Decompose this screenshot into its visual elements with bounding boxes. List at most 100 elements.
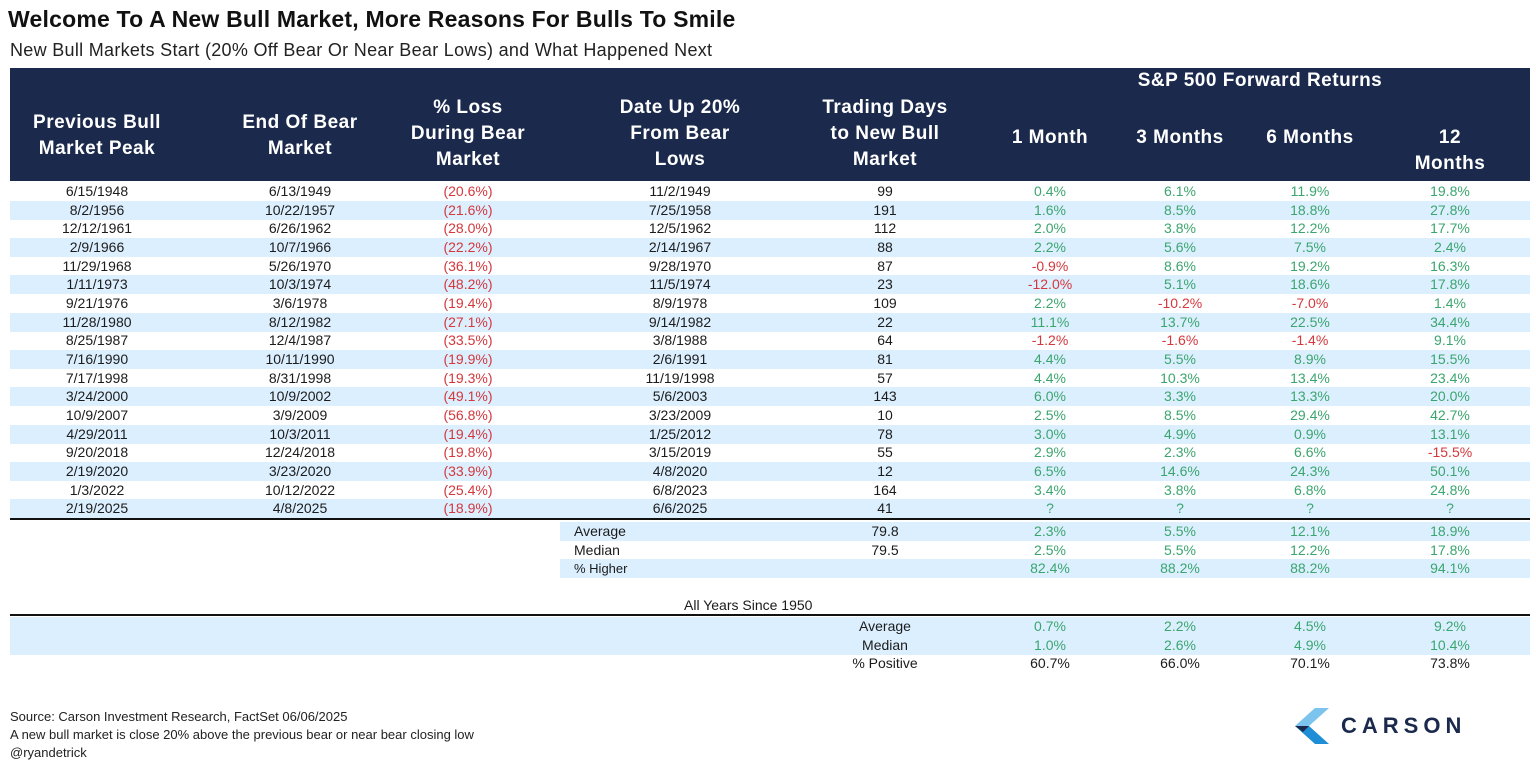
table-cell: 109 — [873, 295, 897, 312]
table-row: 9/20/2018 12/24/2018 (19.8%) 3/15/2019 55 2.9… — [10, 443, 1530, 462]
table-cell: 6/26/1962 — [268, 220, 332, 237]
carson-chevron-icon — [1295, 708, 1329, 744]
column-header: 3 Months — [1136, 127, 1224, 148]
table-cell: 2.0% — [1034, 220, 1066, 237]
table-cell: 1.6% — [1034, 201, 1066, 218]
table-cell: 87 — [877, 257, 893, 274]
all-years-label: % Positive — [852, 655, 918, 672]
all-years-value: 9.2% — [1434, 618, 1466, 634]
table-cell: 7/17/1998 — [65, 369, 129, 386]
table-cell: 50.1% — [1430, 463, 1470, 480]
summary-value: 5.5% — [1164, 523, 1196, 539]
table-row: 1/3/2022 10/12/2022 (25.4%) 6/8/2023 164 3.4%… — [10, 481, 1530, 500]
summary-row: % Positive 60.7% 66.0% 70.1% 73.8% — [10, 654, 1530, 673]
all-years-value: 0.7% — [1034, 618, 1066, 634]
table-cell: 8.6% — [1164, 257, 1196, 274]
table-cell: 11/28/1980 — [62, 313, 132, 330]
table-cell: 57 — [877, 369, 893, 386]
table-cell: 9/21/1976 — [65, 295, 129, 312]
table-cell: 12 — [877, 463, 893, 480]
table-cell: 17.8% — [1430, 276, 1470, 293]
table-cell: 1/11/1973 — [66, 276, 128, 293]
column-header: 12 Months — [1414, 127, 1486, 174]
table-row: 11/29/1968 5/26/1970 (36.1%) 9/28/1970 87 -0.… — [10, 257, 1530, 276]
table-cell: 8/9/1978 — [652, 295, 708, 312]
table-row: 1/11/1973 10/3/1974 (48.2%) 11/5/1974 23 -12.… — [10, 275, 1530, 295]
all-years-value: 73.8% — [1430, 655, 1470, 672]
table-row: 2/9/1966 10/7/1966 (22.2%) 2/14/1967 88 2.2% 5… — [10, 238, 1530, 257]
table-cell: 2/14/1967 — [648, 239, 712, 255]
table-cell: 4.9% — [1164, 425, 1196, 442]
table-cell: 11/29/1968 — [62, 257, 132, 274]
table-cell: -12.0% — [1027, 276, 1073, 293]
table-cell: 10/3/2011 — [269, 425, 331, 442]
table-cell: 2.9% — [1034, 444, 1066, 461]
table-cell: 5/26/1970 — [268, 257, 332, 274]
table-cell: 0.4% — [1034, 183, 1066, 199]
table-cell: (56.8%) — [443, 407, 493, 424]
table-row: 2/19/2020 3/23/2020 (33.9%) 4/8/2020 12 6.5% 1… — [10, 462, 1530, 482]
table-cell: 4/8/2025 — [272, 500, 328, 517]
table-cell: 3.3% — [1164, 388, 1196, 405]
table-cell: (49.1%) — [443, 388, 493, 405]
all-years-title: All Years Since 1950 — [684, 597, 813, 613]
all-years-value: 2.2% — [1164, 618, 1196, 634]
table-cell: -1.6% — [1161, 332, 1199, 349]
table-cell: 6.0% — [1034, 388, 1066, 405]
table-cell: ? — [1176, 500, 1184, 517]
table-cell: 10/22/1957 — [264, 201, 336, 218]
table-cell: 6/13/1949 — [268, 183, 332, 199]
table-cell: 2.4% — [1434, 239, 1466, 255]
table-cell: 8.9% — [1294, 351, 1326, 368]
table-cell: 10/9/2007 — [65, 407, 129, 424]
summary-label: % Higher — [574, 561, 628, 577]
table-cell: (20.6%) — [443, 183, 493, 199]
summary-row: Average 79.8 2.3% 5.5% 12.1% 18.9% — [560, 522, 1530, 541]
table-cell: (48.2%) — [443, 276, 493, 293]
table-cell: 0.9% — [1294, 425, 1326, 442]
table-cell: 3/24/2000 — [65, 388, 129, 405]
table-cell: 2/19/2020 — [65, 463, 129, 480]
table-cell: 13.3% — [1290, 388, 1330, 405]
table-cell: 64 — [877, 332, 893, 349]
table-cell: 1/25/2012 — [648, 425, 712, 442]
page-subtitle: New Bull Markets Start (20% Off Bear Or … — [10, 40, 713, 60]
table-row: 6/15/1948 6/13/1949 (20.6%) 11/2/1949 99 0.4%… — [10, 182, 1530, 201]
table-cell: 22 — [877, 313, 893, 330]
table-row: 7/17/1998 8/31/1998 (19.3%) 11/19/1998 57 4.4… — [10, 369, 1530, 388]
table-cell: 10/11/1990 — [265, 351, 335, 368]
table-cell: 23.4% — [1430, 369, 1470, 386]
table-cell: 5/6/2003 — [652, 388, 708, 405]
logo-text: CARSON — [1341, 713, 1467, 738]
summary-value: 2.3% — [1034, 523, 1066, 539]
table-cell: (22.2%) — [443, 239, 493, 255]
summary-value: 88.2% — [1290, 560, 1330, 577]
column-header: Trading Days to New Bull Market — [822, 97, 948, 170]
table-cell: 6.6% — [1294, 444, 1326, 461]
table-cell: 8/2/1956 — [69, 201, 125, 218]
table-cell: 13.7% — [1160, 313, 1200, 330]
table-cell: 29.4% — [1290, 407, 1330, 424]
table-cell: 23 — [877, 276, 893, 293]
table-cell: 10/12/2022 — [264, 481, 336, 498]
table-cell: 3/23/2020 — [268, 463, 332, 480]
table-cell: 2.2% — [1034, 239, 1066, 255]
table-cell: 143 — [873, 388, 897, 405]
table-cell: 11/19/1998 — [645, 369, 715, 386]
all-years-divider — [10, 614, 1530, 616]
table-cell: 8/25/1987 — [65, 332, 129, 349]
table-cell: (21.6%) — [443, 201, 493, 218]
table-cell: 6/15/1948 — [65, 183, 129, 199]
table-cell: (36.1%) — [443, 257, 493, 274]
summary-value: 5.5% — [1164, 541, 1196, 558]
table-cell: 8/12/1982 — [268, 313, 332, 330]
table-cell: 81 — [877, 351, 893, 368]
column-header: Date Up 20% From Bear Lows — [619, 97, 741, 170]
column-header: Previous Bull Market Peak — [33, 112, 161, 159]
table-cell: (19.9%) — [443, 351, 493, 368]
all-years-label: Median — [862, 636, 908, 653]
all-years-value: 4.9% — [1294, 636, 1326, 653]
footer: Source: Carson Investment Research, Fact… — [10, 708, 474, 762]
table-cell: 5.6% — [1164, 239, 1196, 255]
table-cell: 164 — [873, 481, 897, 498]
